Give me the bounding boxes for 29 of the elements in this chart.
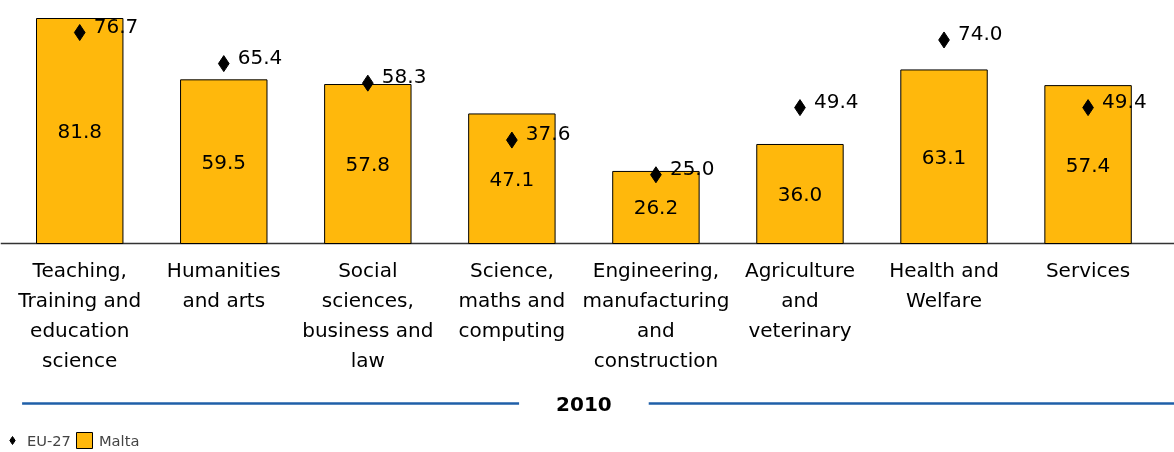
point xyxy=(73,24,86,42)
x-axis-title: 2010 xyxy=(556,391,612,416)
data-label: 57.4 xyxy=(1065,152,1111,177)
x-tick-label: Health and Welfare xyxy=(889,257,999,312)
x-tick-label: Teaching, Training and education science xyxy=(17,257,142,372)
data-label: 49.4 xyxy=(813,88,859,113)
x-tick-label: Agriculture and veterinary xyxy=(744,257,855,342)
bar xyxy=(180,79,268,245)
data-label: 58.3 xyxy=(381,64,427,89)
point xyxy=(217,55,230,73)
x-tick-label: Social sciences, business and law xyxy=(302,257,434,372)
data-label: 81.8 xyxy=(57,119,102,144)
bar xyxy=(900,69,988,245)
bar xyxy=(756,143,844,245)
data-label: 65.4 xyxy=(237,44,283,69)
point xyxy=(361,74,374,92)
legend-label: Malta xyxy=(98,431,140,449)
data-label: 57.8 xyxy=(345,152,391,177)
data-label: 74.0 xyxy=(958,20,1003,45)
data-label: 26.2 xyxy=(633,195,679,220)
data-label: 63.1 xyxy=(921,144,967,169)
x-tick-label: Services xyxy=(1045,257,1131,282)
x-tick-label: Engineering, manufacturing and construction xyxy=(582,257,730,372)
legend-label: EU-27 xyxy=(27,431,71,449)
x-tick-label: Humanities and arts xyxy=(166,257,281,312)
data-label: 59.5 xyxy=(201,149,247,174)
x-tick-label: Science, maths and computing xyxy=(458,257,566,342)
data-label: 47.1 xyxy=(489,166,535,191)
data-label: 36.0 xyxy=(777,182,823,206)
